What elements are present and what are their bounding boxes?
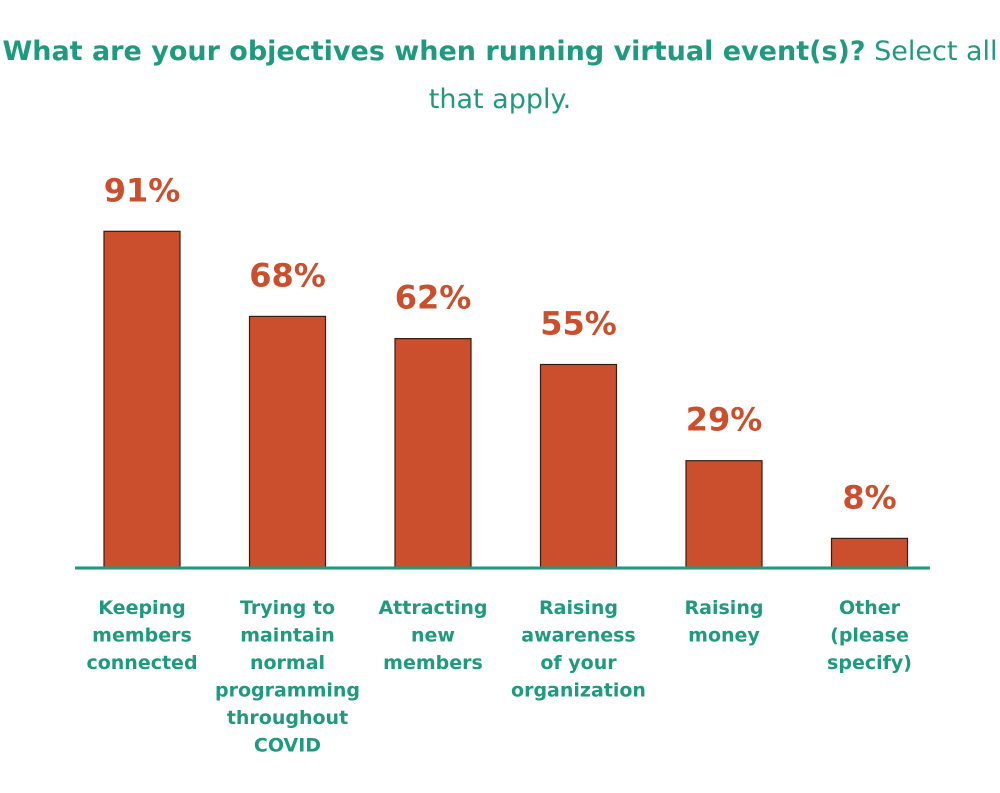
category-label-1: Keeping members connected — [86, 597, 197, 674]
chart-title: What are your objectives when running vi… — [0, 28, 1000, 124]
category-label-2: Trying to maintain normal programming throug… — [215, 597, 360, 757]
value-label-4: 55% — [540, 305, 617, 343]
category-label-5: Raising money — [685, 597, 764, 647]
bars-layer — [103, 230, 909, 569]
chart-title-question: What are your objectives when running vi… — [2, 36, 866, 67]
category-label-line: members — [383, 652, 483, 674]
category-label-line: Other — [839, 597, 901, 619]
chart-title-instruction: Select all that apply. — [428, 36, 998, 115]
category-label-line: Raising — [539, 597, 618, 619]
category-label-line: Attracting — [378, 597, 487, 619]
category-label-line: new — [411, 625, 455, 647]
value-label-5: 29% — [686, 401, 763, 439]
category-label-line: Raising — [685, 597, 764, 619]
category-label-line: connected — [86, 652, 197, 674]
value-label-2: 68% — [249, 256, 326, 294]
category-label-line: programming — [215, 680, 360, 702]
value-label-6: 8% — [842, 478, 896, 516]
value-label-1: 91% — [104, 171, 181, 209]
category-label-line: maintain — [240, 625, 335, 647]
category-label-line: Keeping — [98, 597, 185, 619]
bar-5 — [685, 460, 763, 569]
category-label-line: organization — [511, 680, 646, 702]
category-label-4: Raising awareness of your organization — [511, 597, 646, 702]
value-labels-layer: 91% 68% 62% 55% 29% 8% — [104, 171, 897, 516]
category-label-line: throughout — [227, 707, 348, 729]
category-label-line: of your — [540, 652, 617, 674]
category-label-line: COVID — [254, 735, 321, 757]
bar-1 — [103, 230, 181, 569]
bar-6 — [830, 537, 909, 569]
category-label-line: money — [688, 625, 760, 647]
category-label-line: normal — [250, 652, 325, 674]
category-label-line: Trying to — [240, 597, 335, 619]
category-labels-layer: Keeping members connected Trying to maintain… — [86, 597, 912, 757]
category-label-6: Other (please specify) — [827, 597, 912, 674]
category-label-line: members — [92, 625, 192, 647]
bar-4 — [539, 363, 618, 569]
bar-2 — [248, 315, 327, 569]
value-label-3: 62% — [395, 279, 472, 317]
category-label-line: (please — [830, 625, 909, 647]
bar-3 — [394, 338, 472, 569]
category-label-3: Attracting new members — [378, 597, 487, 674]
category-label-line: awareness — [521, 625, 635, 647]
category-label-line: specify) — [827, 652, 912, 674]
